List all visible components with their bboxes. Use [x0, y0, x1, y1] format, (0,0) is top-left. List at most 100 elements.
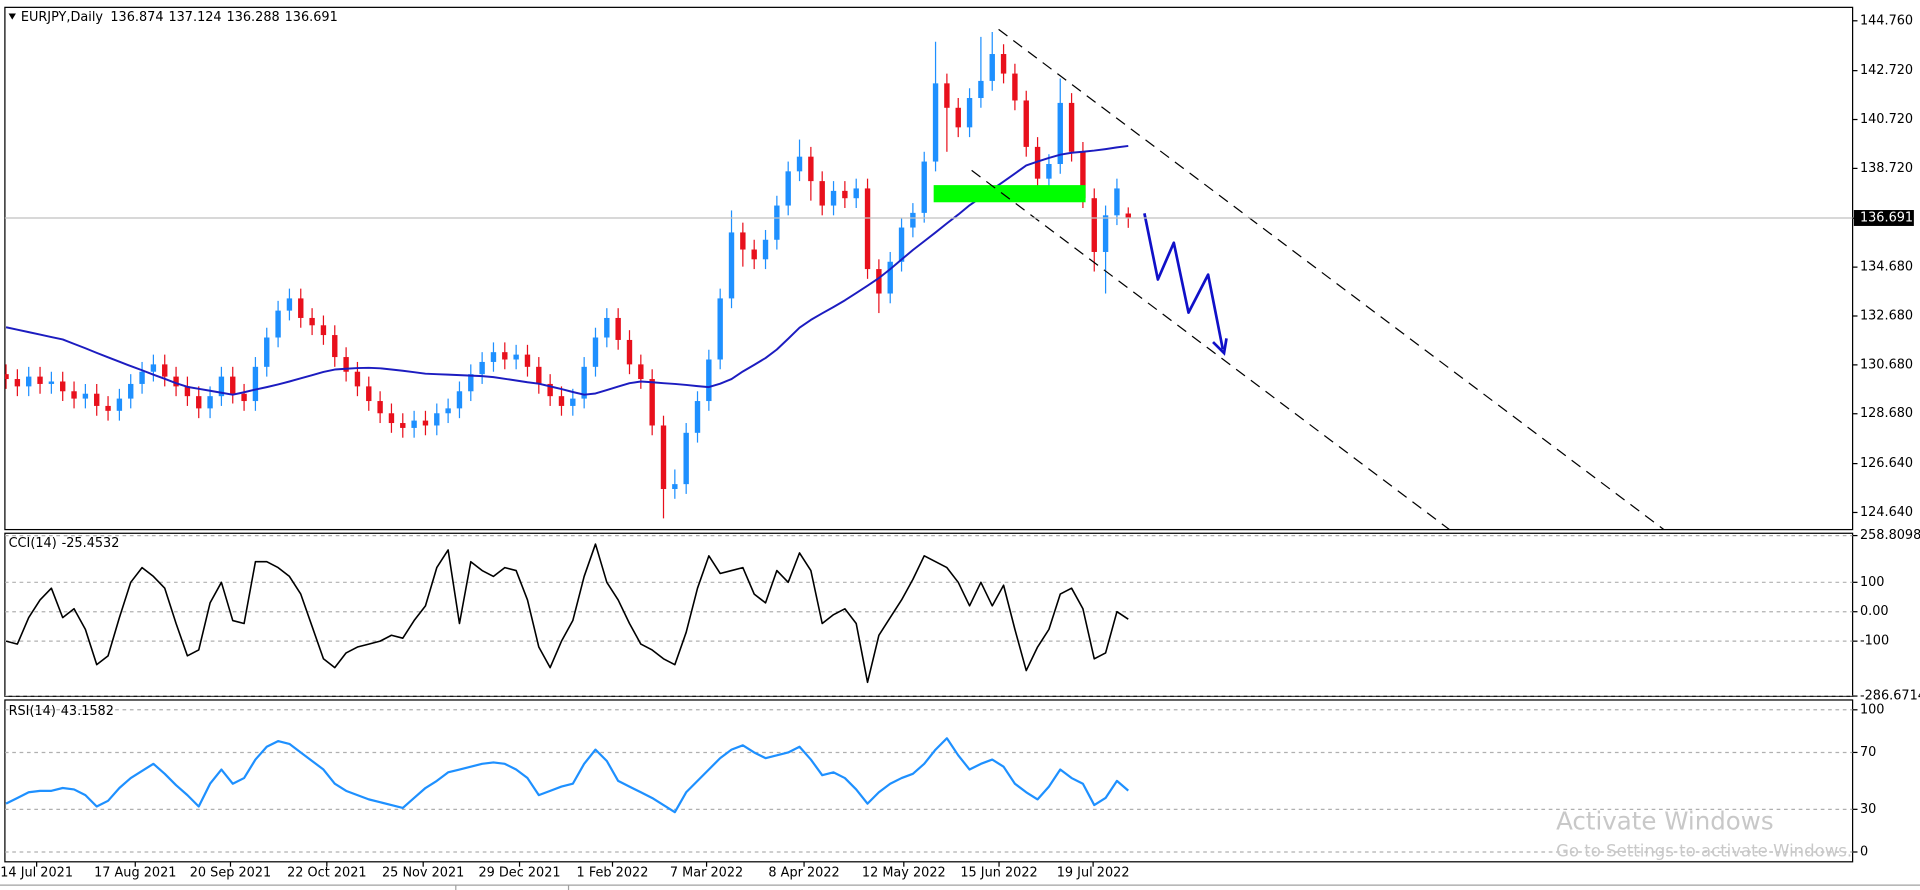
cci-layer	[4, 534, 1853, 697]
low-value: 136.288	[227, 10, 280, 25]
candle-body	[4, 374, 9, 380]
candle-body	[717, 298, 723, 360]
candle-body	[264, 337, 270, 367]
candle-body	[706, 359, 712, 402]
cci-header: CCI(14) -25.4532	[9, 536, 120, 551]
candle-body	[275, 310, 281, 338]
x-tick-label: 7 Mar 2022	[670, 865, 743, 880]
candle-body	[479, 361, 485, 375]
candle-body	[196, 396, 202, 409]
candle-body	[230, 376, 236, 394]
candle-body	[694, 401, 701, 433]
x-tick-label: 14 Jul 2021	[0, 865, 73, 880]
candle-body	[1046, 164, 1052, 179]
candle-body	[218, 376, 225, 397]
y-tick-label: 126.640	[1860, 456, 1913, 471]
candle-body	[921, 161, 927, 213]
candle-body	[434, 413, 440, 426]
cci-value: -25.4532	[62, 536, 120, 551]
candle-body	[456, 391, 463, 409]
candle-body	[955, 107, 961, 128]
candle-body	[320, 325, 327, 336]
y-tick-label: 144.760	[1860, 13, 1913, 28]
candle-body	[207, 396, 213, 409]
candle-body	[490, 352, 497, 362]
candle-body	[445, 408, 451, 414]
x-tick-label: 22 Oct 2021	[287, 865, 366, 880]
candle-body	[128, 383, 134, 399]
y-tick-label: 132.680	[1860, 309, 1913, 324]
x-tick-label: 25 Nov 2021	[382, 865, 464, 880]
candle-body	[672, 484, 678, 490]
candle-body	[502, 352, 508, 360]
candle-body	[978, 80, 984, 99]
y-tick-label: 130.680	[1860, 357, 1913, 372]
candle-body	[1080, 151, 1086, 199]
candle-body	[400, 423, 406, 428]
close-value: 136.691	[285, 10, 338, 25]
candle-body	[26, 376, 32, 387]
y-tick-label: 70	[1860, 745, 1876, 760]
candle-body	[94, 393, 100, 406]
candle-body	[184, 386, 191, 397]
candle-body	[377, 401, 383, 414]
candle-body	[173, 376, 179, 387]
y-tick-label: 138.720	[1860, 161, 1913, 176]
x-tick-label: 1 Feb 2022	[577, 865, 649, 880]
candle-body	[116, 398, 123, 411]
annotations	[933, 28, 1665, 530]
y-tick-label: 30	[1860, 802, 1876, 817]
candle-body	[1023, 100, 1029, 147]
candle-body	[536, 366, 542, 384]
y-tick-label: -100	[1860, 634, 1889, 649]
candle-body	[71, 391, 77, 399]
candle-body	[1091, 198, 1097, 252]
candle-body	[524, 354, 531, 367]
channel-lower	[971, 169, 1450, 530]
candle-body	[139, 371, 145, 384]
price-layer	[4, 32, 1131, 519]
indicator-line	[5, 543, 1129, 684]
candle-body	[1057, 102, 1063, 165]
candle-body	[37, 376, 43, 384]
candle-body	[14, 379, 21, 387]
cci-panel	[4, 532, 1854, 697]
candle-body	[932, 83, 939, 162]
candle-body	[1068, 102, 1075, 152]
x-tick-label: 20 Sep 2021	[190, 865, 271, 880]
candle-body	[774, 205, 780, 240]
candle-body	[626, 339, 633, 365]
high-value: 137.124	[168, 10, 221, 25]
candle-body	[366, 386, 372, 402]
candle-body	[581, 366, 587, 399]
candle-body	[1000, 54, 1007, 74]
candle-body	[422, 420, 429, 426]
header: EURJPY,Daily 136.874 137.124 136.288 136.691	[21, 10, 338, 25]
y-tick-label: 134.680	[1860, 260, 1913, 275]
candle-body	[468, 374, 474, 392]
candle-body	[876, 269, 882, 294]
watermark-subtitle: Go to Settings to activate Windows.	[1556, 841, 1852, 860]
candle-body	[910, 212, 916, 228]
candle-body	[388, 413, 395, 424]
y-tick-label: 142.720	[1860, 63, 1913, 78]
candle-body	[1034, 146, 1041, 179]
arrow-head	[1212, 338, 1228, 356]
candle-body	[944, 83, 950, 108]
candle-body	[751, 249, 757, 260]
symbol: EURJPY,Daily	[21, 10, 104, 25]
x-tick-label: 15 Jun 2022	[960, 865, 1037, 880]
candle-body	[298, 298, 304, 318]
open-value: 136.874	[110, 10, 163, 25]
collapse-icon	[8, 13, 16, 20]
candle-body	[1012, 73, 1018, 101]
candle-body	[853, 188, 859, 199]
y-tick-label: 0.00	[1860, 604, 1889, 619]
candle-body	[547, 383, 553, 397]
y-tick-label: 124.640	[1860, 505, 1913, 520]
x-tick-label: 29 Dec 2021	[478, 865, 560, 880]
candle-body	[354, 371, 361, 387]
